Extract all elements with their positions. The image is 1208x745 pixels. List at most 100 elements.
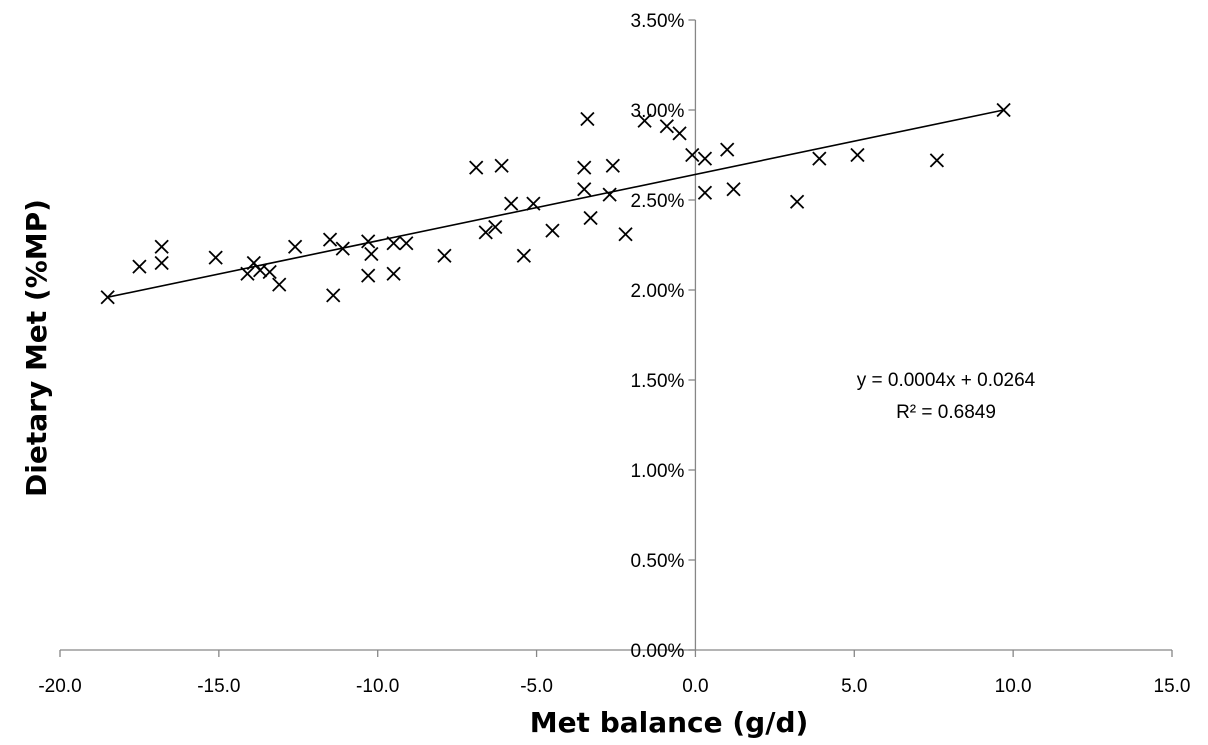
- data-point: [850, 147, 865, 163]
- y-axis: 0.00% 0.50% 1.00% 1.50% 2.00% 2.50% 3.00% 3.50%: [631, 11, 697, 662]
- data-point: [364, 246, 379, 262]
- point-stroke: [526, 196, 541, 211]
- point-stroke: [659, 119, 674, 134]
- point-stroke: [262, 264, 277, 280]
- data-point: [208, 250, 223, 265]
- x-tick-label: -15.0: [197, 676, 240, 697]
- x-axis-title: Met balance (g/d): [530, 706, 809, 739]
- point-stroke: [720, 142, 735, 157]
- point-stroke: [287, 239, 303, 254]
- point-stroke: [100, 290, 115, 305]
- data-point: [697, 185, 713, 200]
- data-point: [685, 147, 700, 163]
- data-point: [580, 111, 595, 127]
- point-stroke: [545, 223, 560, 238]
- point-stroke: [697, 185, 713, 200]
- point-stroke: [386, 266, 401, 281]
- data-point: [996, 102, 1011, 118]
- point-stroke: [208, 250, 223, 265]
- point-stroke: [469, 160, 484, 175]
- data-point: [326, 288, 341, 303]
- y-axis-title: Dietary Met (%MP): [20, 199, 53, 497]
- y-tick-label: 1.50%: [631, 371, 685, 392]
- data-point: [605, 158, 620, 173]
- x-tick-label: 0.0: [682, 676, 708, 697]
- point-stroke: [437, 248, 452, 263]
- point-stroke: [929, 153, 945, 168]
- y-tick-label: 2.00%: [631, 281, 685, 302]
- data-point: [272, 277, 287, 292]
- point-stroke: [322, 232, 338, 247]
- data-point: [335, 241, 350, 256]
- data-point: [361, 234, 376, 249]
- point-stroke: [361, 268, 376, 283]
- point-stroke: [335, 241, 350, 256]
- point-stroke: [726, 182, 741, 197]
- point-stroke: [386, 236, 401, 251]
- data-point: [154, 239, 169, 254]
- point-stroke: [850, 147, 865, 163]
- point-stroke: [789, 194, 805, 209]
- point-stroke: [246, 255, 261, 271]
- data-point: [361, 268, 376, 283]
- x-tick-label: -10.0: [356, 676, 399, 697]
- data-point: [545, 223, 560, 238]
- data-point: [720, 142, 735, 157]
- point-stroke: [685, 147, 700, 163]
- data-point: [494, 158, 509, 173]
- point-stroke: [577, 160, 592, 175]
- point-stroke: [399, 236, 414, 251]
- point-stroke: [602, 187, 617, 202]
- data-point: [437, 248, 452, 263]
- x-tick-label: 15.0: [1154, 676, 1191, 697]
- x-tick-label: 5.0: [841, 676, 867, 697]
- point-stroke: [504, 196, 519, 211]
- data-point: [488, 219, 503, 235]
- data-points: [100, 102, 1011, 305]
- data-point: [262, 264, 277, 280]
- r-squared-label: R² = 0.6849: [896, 402, 996, 423]
- point-stroke: [240, 266, 255, 281]
- point-stroke: [272, 277, 287, 292]
- data-point: [240, 266, 255, 281]
- data-point: [812, 151, 827, 166]
- data-point: [637, 113, 652, 128]
- y-tick-label: 3.50%: [631, 11, 685, 32]
- data-point: [672, 126, 687, 141]
- y-tick-label: 2.50%: [631, 191, 685, 212]
- data-point: [322, 232, 338, 247]
- point-stroke: [478, 225, 493, 240]
- equation-label: y = 0.0004x + 0.0264: [857, 370, 1036, 391]
- point-stroke: [618, 227, 633, 242]
- point-stroke: [697, 151, 713, 166]
- x-tick-label: -5.0: [520, 676, 553, 697]
- data-point: [618, 227, 633, 242]
- data-point: [154, 255, 169, 271]
- point-stroke: [154, 239, 169, 254]
- data-point: [583, 210, 598, 226]
- point-stroke: [326, 288, 341, 303]
- point-stroke: [580, 111, 595, 127]
- data-point: [577, 182, 592, 197]
- point-stroke: [996, 102, 1011, 118]
- data-point: [478, 225, 493, 240]
- y-tick-label: 0.50%: [631, 551, 685, 572]
- data-point: [399, 236, 414, 251]
- x-tick-label: -20.0: [38, 676, 81, 697]
- data-point: [602, 187, 617, 202]
- point-stroke: [812, 151, 827, 166]
- y-tick-label: 0.00%: [631, 641, 685, 662]
- x-axis: -20.0 -15.0 -10.0 -5.0 0.0 5.0 10.0 15.0: [38, 649, 1191, 697]
- point-stroke: [583, 210, 598, 226]
- data-point: [386, 266, 401, 281]
- point-stroke: [364, 246, 379, 262]
- data-point: [386, 236, 401, 251]
- point-stroke: [361, 234, 376, 249]
- data-point: [697, 151, 713, 166]
- data-point: [577, 160, 592, 175]
- data-point: [469, 160, 484, 175]
- y-tick-label: 1.00%: [631, 461, 685, 482]
- data-point: [504, 196, 519, 211]
- point-stroke: [132, 259, 147, 274]
- point-stroke: [672, 126, 687, 141]
